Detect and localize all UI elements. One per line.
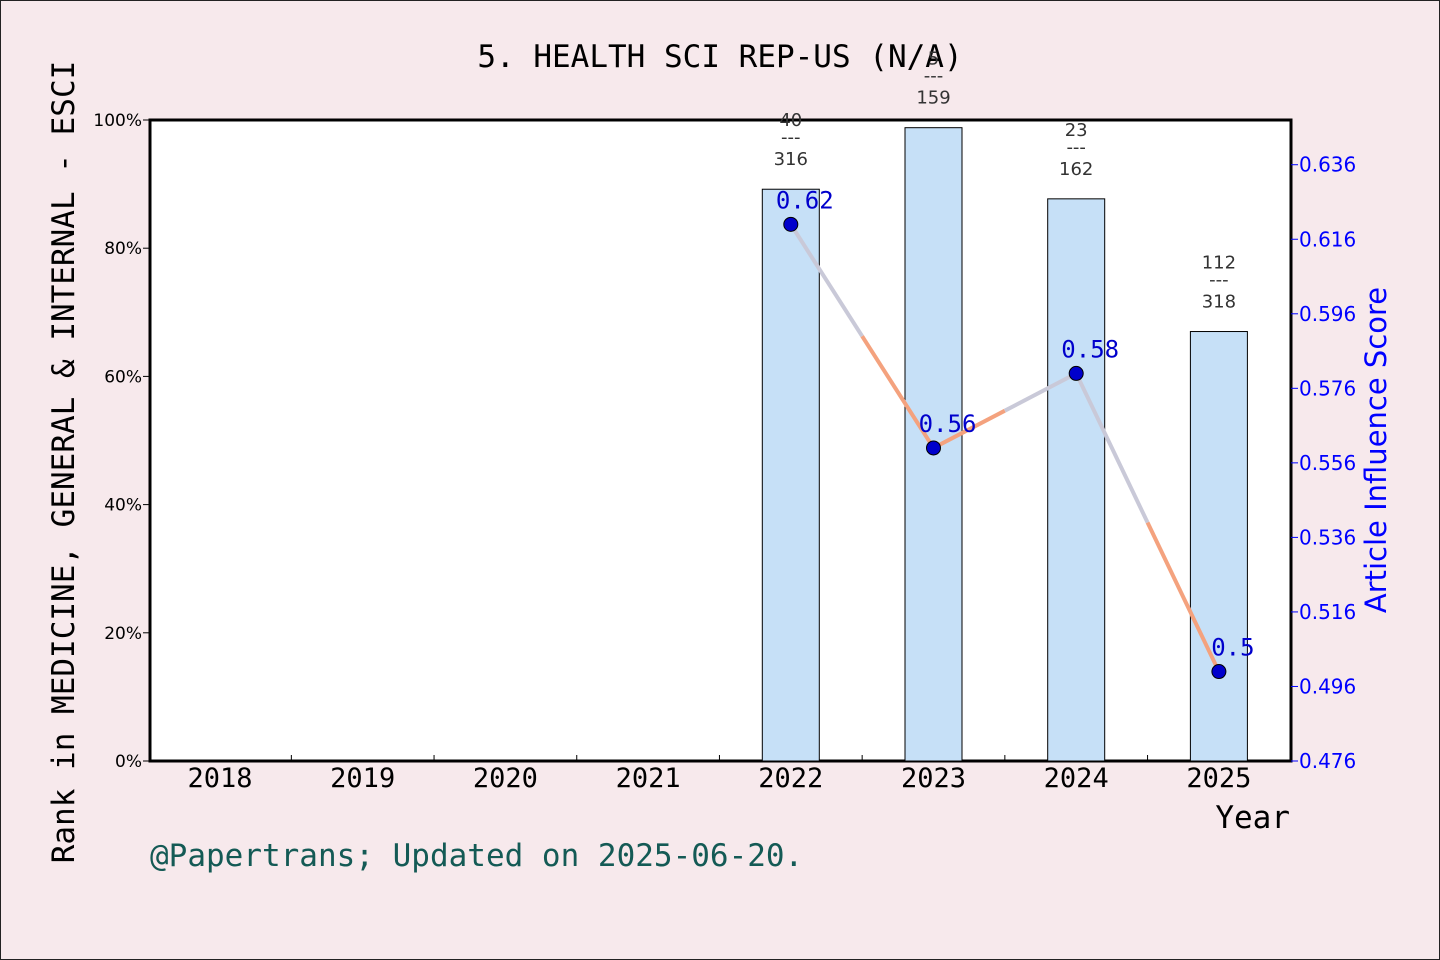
point-value-label: 0.56 — [919, 410, 977, 438]
bar — [761, 188, 820, 762]
point-value-label: 0.58 — [1061, 335, 1119, 363]
bar-total-label: 159 — [916, 88, 950, 109]
x-tick-label: 2021 — [616, 763, 681, 794]
bar — [1189, 331, 1248, 762]
x-tick-label: 2023 — [901, 763, 966, 794]
bar-rank-label: 40 — [779, 110, 802, 131]
bar-rank-label: 5 — [928, 49, 939, 70]
left-tick-label: 0% — [115, 752, 142, 772]
bar-separator-label: --- — [1209, 270, 1229, 291]
left-axis-label: Rank in MEDICINE, GENERAL & INTERNAL - E… — [46, 61, 82, 864]
point-value-label: 0.5 — [1211, 634, 1254, 662]
line-segment — [932, 408, 1006, 450]
right-axis: 0.476 0.496 0.516 0.536 0.556 0.576 0.596 0.616… — [1291, 153, 1356, 773]
right-tick-label: 0.516 — [1299, 600, 1356, 624]
left-tick-label: 80% — [104, 239, 142, 259]
left-tick-label: 100% — [93, 111, 142, 131]
left-tick-label: 60% — [104, 367, 142, 387]
right-tick-label: 0.616 — [1299, 227, 1356, 251]
right-tick-label: 0.576 — [1299, 376, 1356, 400]
line-segment — [1003, 371, 1078, 413]
plot-area — [148, 118, 1293, 763]
x-axis-label: Year — [1215, 800, 1290, 836]
right-tick-label: 0.596 — [1299, 302, 1356, 326]
line-segment — [1074, 372, 1150, 524]
x-tick-label: 2020 — [473, 763, 538, 794]
line-marker — [1211, 664, 1227, 680]
line-segment — [1145, 521, 1221, 673]
x-tick-label: 2025 — [1186, 763, 1251, 794]
bar-rank-label: 23 — [1065, 120, 1088, 141]
bar-series — [761, 127, 1248, 762]
x-tick-label: 2019 — [330, 763, 395, 794]
right-axis-label: Article Influence Score — [1359, 287, 1393, 613]
left-tick-label: 20% — [104, 624, 142, 644]
line-series — [783, 216, 1227, 680]
x-tick-label: 2018 — [187, 763, 252, 794]
bar-total-label: 162 — [1059, 159, 1093, 180]
chart-title: 5. HEALTH SCI REP-US (N/A) — [477, 39, 962, 75]
bar-rank-label: 112 — [1202, 253, 1236, 274]
bar-separator-label: --- — [1066, 137, 1086, 158]
point-value-label: 0.62 — [776, 186, 834, 214]
bar — [1047, 198, 1106, 762]
line-segment — [789, 223, 864, 338]
line-marker — [926, 440, 941, 456]
x-tick-label: 2022 — [758, 763, 823, 794]
x-axis: 2018 2019 2020 2021 2022 2023 2024 2025 — [187, 755, 1251, 794]
right-tick-label: 0.556 — [1299, 451, 1356, 475]
right-tick-label: 0.476 — [1299, 749, 1356, 773]
footer-text: @Papertrans; Updated on 2025-06-20. — [150, 838, 803, 874]
right-tick-label: 0.636 — [1299, 153, 1356, 177]
right-tick-label: 0.536 — [1299, 525, 1356, 549]
x-tick-label: 2024 — [1044, 763, 1109, 794]
left-axis: 0% 20% 40% 60% 80% 100% — [93, 111, 150, 772]
bar-separator-label: --- — [781, 127, 801, 148]
left-tick-label: 40% — [104, 496, 142, 516]
bar-separator-label: --- — [924, 66, 944, 87]
bar-total-label: 316 — [774, 149, 808, 170]
point-labels: 0.62 0.56 0.58 0.5 — [776, 186, 1255, 661]
bar-total-label: 318 — [1202, 292, 1236, 313]
line-marker — [783, 216, 799, 232]
line-marker — [1068, 365, 1084, 381]
right-tick-label: 0.496 — [1299, 674, 1356, 698]
line-segment — [860, 335, 936, 450]
